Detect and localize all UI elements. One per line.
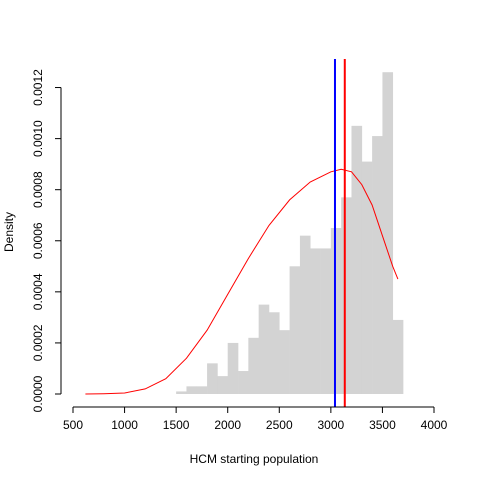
y-tick-label: 0.0004 [31, 273, 45, 310]
histogram-bar-21 [393, 320, 404, 394]
x-tick-label: 2500 [266, 418, 293, 432]
histogram-bar-13 [310, 248, 321, 394]
histogram-bar-9 [269, 312, 280, 394]
x-tick-label: 3500 [369, 418, 396, 432]
histogram-bar-19 [372, 136, 383, 394]
y-tick-label: 0.0012 [31, 69, 45, 106]
x-tick-label: 1500 [163, 418, 190, 432]
y-tick-label: 0.0006 [31, 222, 45, 259]
histogram-bar-10 [279, 330, 290, 394]
histogram-bar-2 [197, 386, 208, 394]
histogram-bar-18 [362, 162, 373, 394]
x-tick-label: 500 [63, 418, 83, 432]
y-tick-label: 0.0000 [31, 375, 45, 412]
histogram-bar-20 [382, 72, 393, 394]
histogram-bars [176, 72, 403, 394]
y-tick-label: 0.0002 [31, 324, 45, 361]
histogram-bar-8 [259, 305, 270, 394]
y-axis: 0.0000 0.0002 0.0004 0.0006 0.0008 0.0010 0.00… [31, 69, 61, 412]
histogram-bar-1 [186, 386, 197, 394]
histogram-bar-5 [228, 343, 239, 394]
histogram-bar-16 [341, 197, 352, 394]
histogram-bar-3 [207, 363, 218, 394]
histogram-bar-11 [290, 266, 301, 394]
histogram-bar-15 [331, 228, 342, 394]
x-axis-ticks: 500 1000 1500 2000 2500 3000 3500 4000 [63, 407, 448, 432]
histogram-bar-0 [176, 391, 187, 394]
x-tick-label: 1000 [111, 418, 138, 432]
x-axis-label: HCM starting population [190, 452, 319, 466]
histogram-bar-14 [321, 248, 332, 394]
y-axis-ticks: 0.0000 0.0002 0.0004 0.0006 0.0008 0.0010 0.00… [31, 69, 61, 412]
histogram-bar-7 [248, 338, 259, 394]
histogram-bar-12 [300, 236, 311, 394]
y-tick-label: 0.0008 [31, 171, 45, 208]
y-tick-label: 0.0010 [31, 120, 45, 157]
x-tick-label: 4000 [421, 418, 448, 432]
y-axis-label: Density [2, 212, 16, 252]
x-axis: 500 1000 1500 2000 2500 3000 3500 4000 [63, 407, 448, 432]
histogram-bar-6 [238, 371, 249, 394]
x-tick-label: 2000 [214, 418, 241, 432]
histogram-bar-4 [217, 376, 228, 394]
x-tick-label: 3000 [318, 418, 345, 432]
histogram-bar-17 [351, 126, 362, 394]
